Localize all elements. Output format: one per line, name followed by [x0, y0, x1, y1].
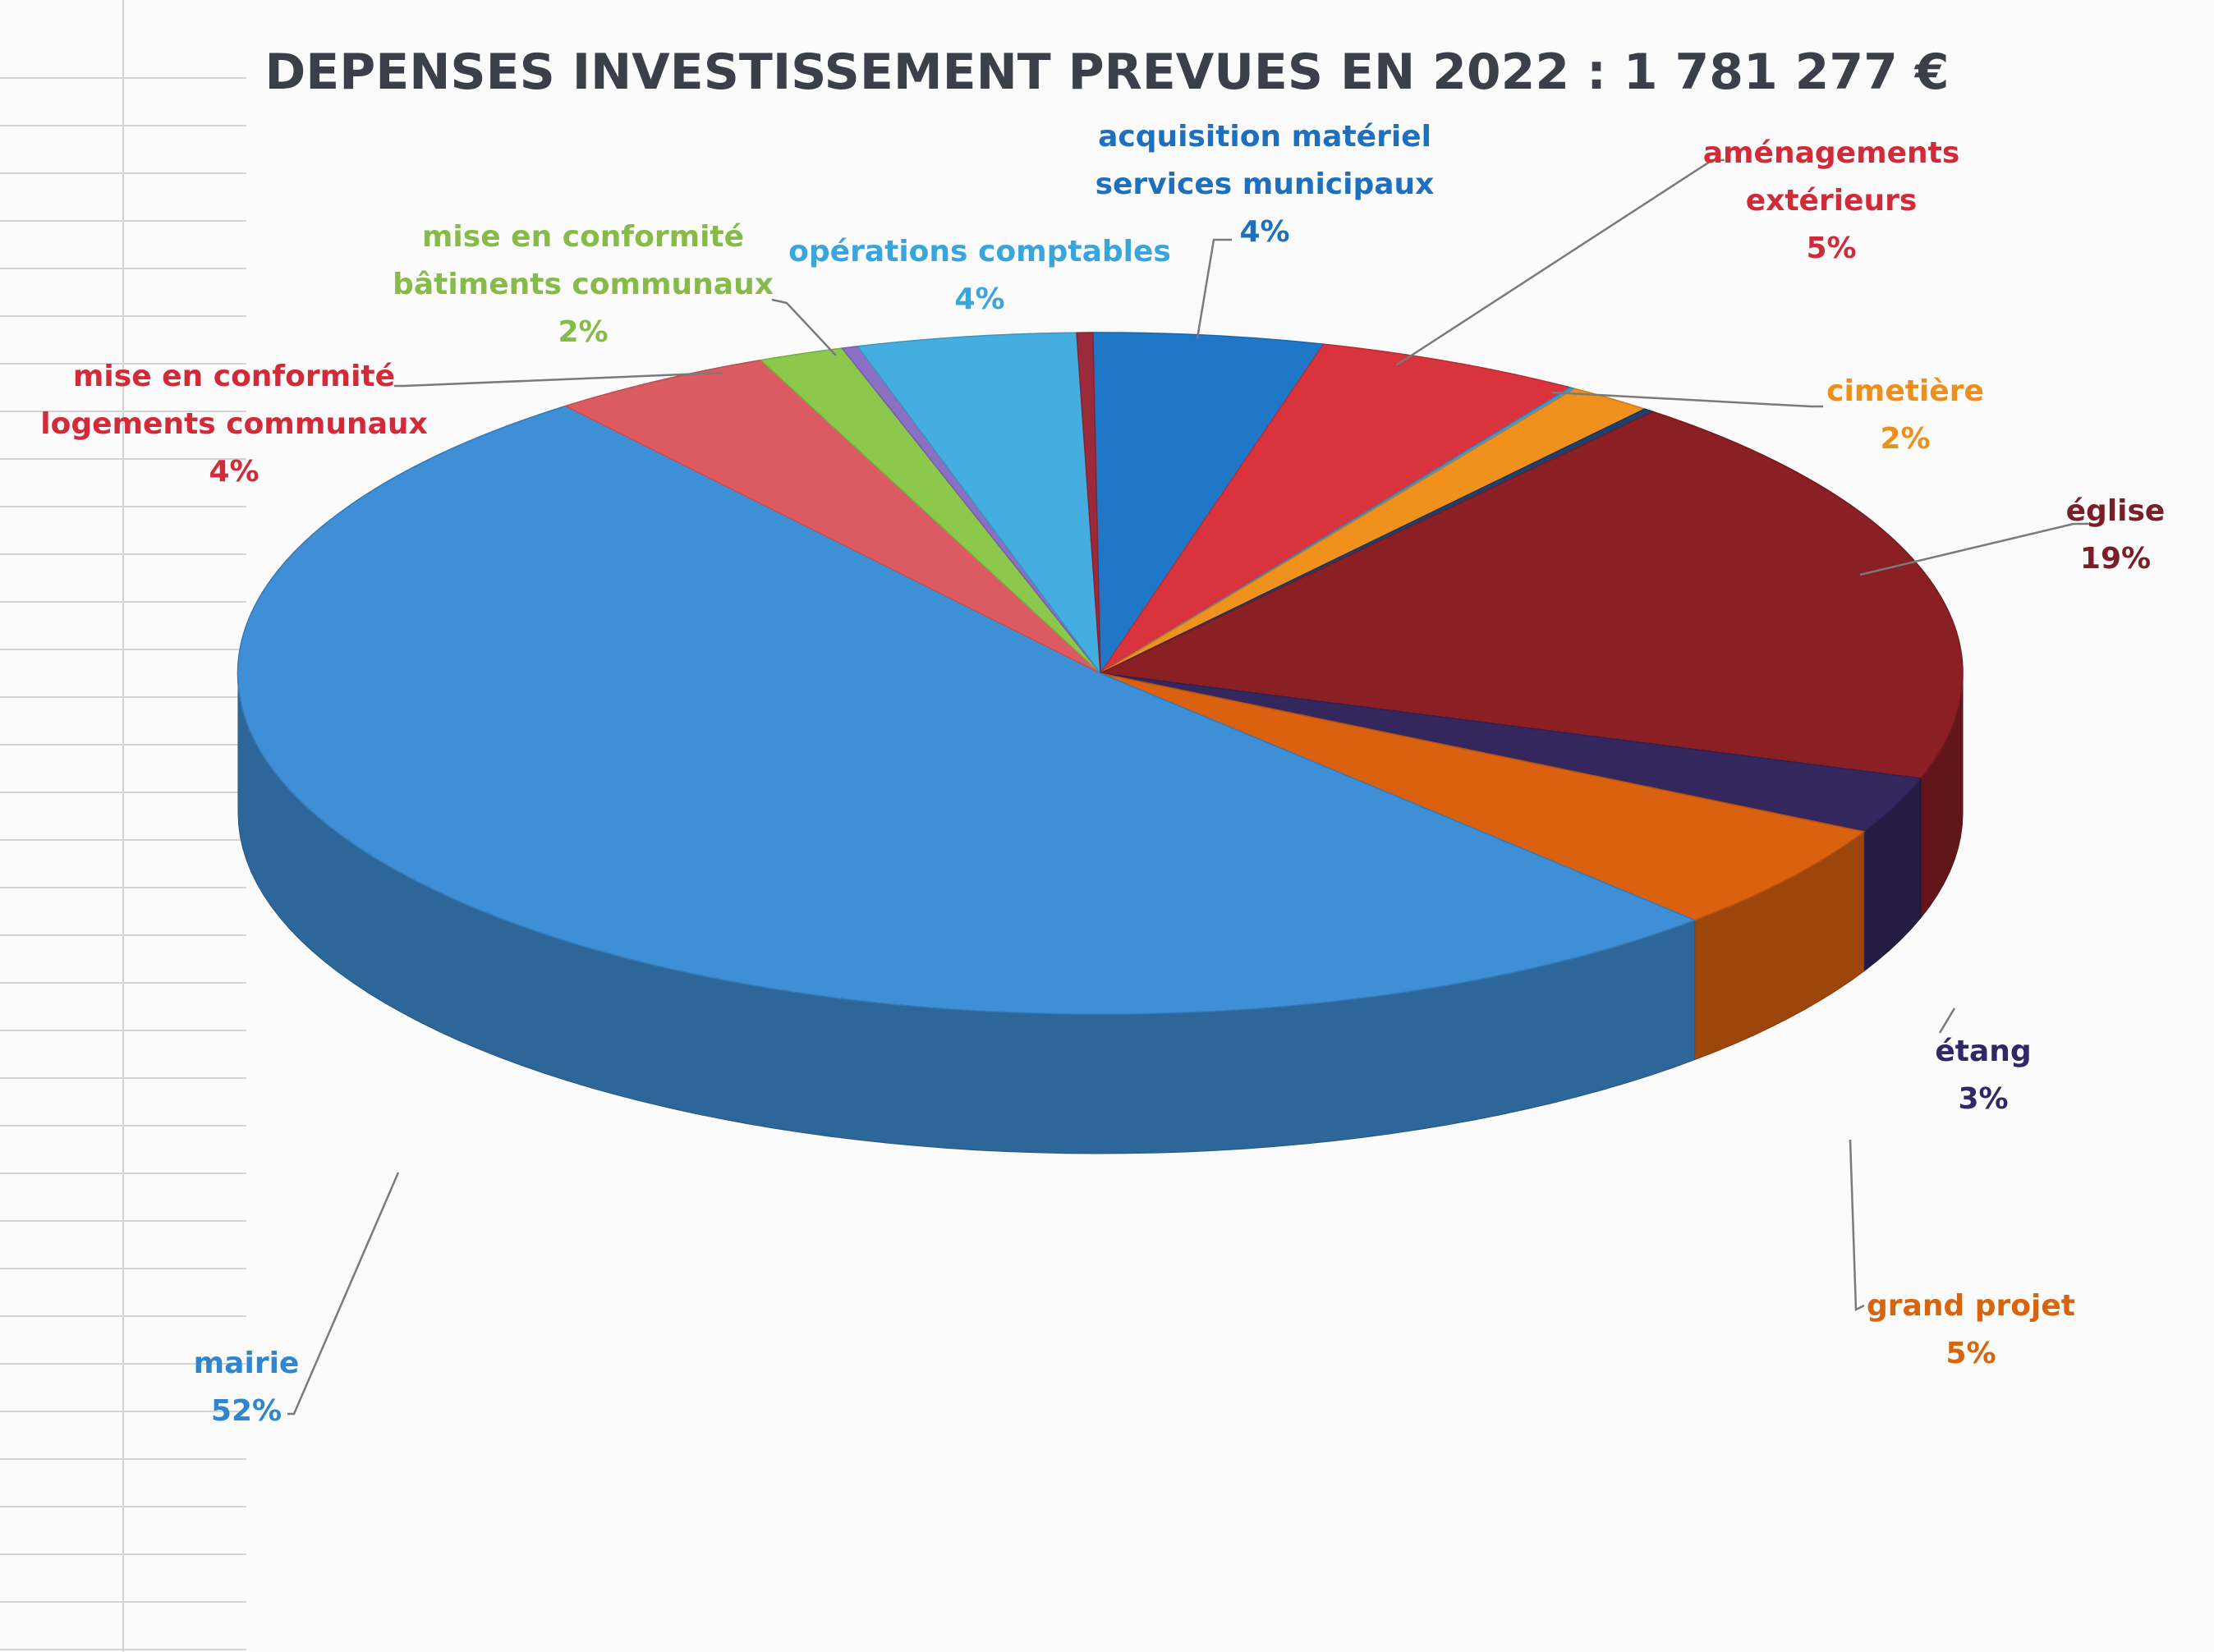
leader-line-etang: [1938, 1007, 1956, 1034]
leader-line-acquisition: [1196, 238, 1232, 339]
pie-label-line-batiments: mise en conformité: [422, 220, 744, 254]
pie-label-logements: mise en conformité logements communaux 4%: [40, 360, 427, 489]
pie-slice-acquisition: [1092, 332, 1325, 676]
pie-label-line-etang: étang: [1935, 1035, 2031, 1068]
pie-label-acquisition: acquisition matériel services municipaux 4…: [1096, 120, 1435, 249]
leader-line-eglise: [1859, 522, 2090, 576]
leader-line-grand-projet: [1849, 1139, 1865, 1311]
pie-slice-amenagements: [1100, 343, 1573, 674]
pie-label-cimetiere: cimetière 2%: [1826, 374, 1984, 456]
pie-label-line-acquisition: acquisition matériel: [1098, 120, 1431, 154]
pie-label-pct-batiments: 2%: [558, 315, 608, 349]
pie-label-amenagements: aménagements extérieurs 5%: [1703, 136, 1960, 265]
pie-label-pct-eglise: 19%: [2080, 542, 2151, 576]
pie-label-pct-cimetiere: 2%: [1880, 422, 1930, 456]
pie-label-line-logements: logements communaux: [40, 407, 427, 441]
pie-label-batiments: mise en conformité bâtiments communaux 2%: [393, 220, 774, 349]
pie-label-pct-operations: 4%: [954, 282, 1004, 316]
pie-label-line-cimetiere: cimetière: [1826, 374, 1984, 408]
pie-label-etang: étang 3%: [1935, 1035, 2031, 1116]
pie-label-pct-logements: 4%: [209, 455, 259, 489]
chart-title: DEPENSES INVESTISSEMENT PREVUES EN 2022 …: [264, 44, 1949, 101]
pie-label-pct-acquisition: 4%: [1239, 215, 1289, 249]
background-grid: [0, 0, 246, 1652]
leader-line-amenagements: [1395, 158, 1725, 367]
pie-slice-operations: [856, 332, 1101, 676]
pie-label-line-grand-projet: grand projet: [1867, 1289, 2075, 1323]
pie-label-pct-amenagements: 5%: [1806, 232, 1856, 265]
pie-label-mairie: mairie 52%: [194, 1347, 300, 1428]
leader-line-mairie: [287, 1172, 400, 1416]
pie-label-pct-mairie: 52%: [211, 1394, 282, 1428]
pie-label-line-amenagements: aménagements: [1703, 136, 1960, 170]
pie-side-walls: [237, 672, 1964, 1154]
pie-top-slices: [237, 332, 1964, 1015]
pie-slice-eglise: [1098, 411, 1964, 779]
pie-label-grand-projet: grand projet 5%: [1867, 1289, 2075, 1370]
pie-slice-logements: [563, 359, 1101, 674]
pie-leader-lines: [287, 158, 2090, 1416]
pie-label-line-logements: mise en conformité: [73, 360, 395, 393]
pie-label-operations: opérations comptables 4%: [788, 235, 1171, 316]
leader-line-batiments: [771, 298, 837, 356]
pie-label-line-operations: opérations comptables: [788, 235, 1171, 268]
pie-label-line-batiments: bâtiments communaux: [393, 268, 774, 301]
leader-line-logements: [394, 371, 723, 388]
pie-labels: acquisition matériel services municipaux 4…: [40, 120, 2165, 1428]
pie-slice-grand-projet: [1100, 672, 1866, 921]
pie-label-pct-grand-projet: 5%: [1945, 1337, 1996, 1370]
pie-slice-mairie: [237, 405, 1697, 1015]
pie-label-pct-etang: 3%: [1958, 1082, 2008, 1116]
pie-label-line-amenagements: extérieurs: [1746, 184, 1918, 218]
leader-line-cimetiere: [1551, 391, 1823, 408]
pie-label-line-mairie: mairie: [194, 1347, 300, 1380]
pie-slice-small-maroon: [1076, 332, 1101, 674]
pie-label-line-acquisition: services municipaux: [1096, 167, 1435, 201]
pie-label-line-eglise: église: [2066, 494, 2166, 528]
pie-label-eglise: église 19%: [2066, 494, 2166, 576]
